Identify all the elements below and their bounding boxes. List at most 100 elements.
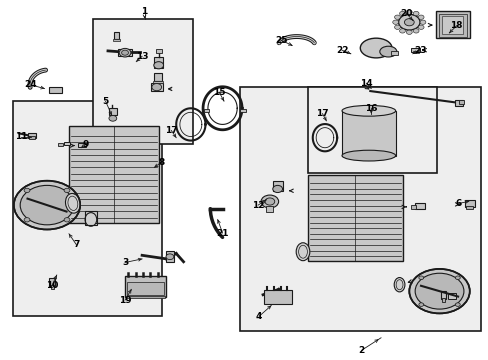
Text: 6: 6 [455,199,461,208]
Circle shape [392,20,398,24]
Ellipse shape [341,105,395,116]
Text: 1: 1 [141,7,147,16]
Ellipse shape [85,213,97,226]
Bar [435,12,469,39]
Circle shape [417,25,423,30]
Bar [13,101,161,316]
Text: 19: 19 [119,296,131,305]
Text: 16: 16 [364,104,377,113]
Bar [93,19,193,144]
Bar [441,17,463,34]
Circle shape [399,12,405,16]
Bar [114,32,119,40]
Circle shape [418,276,423,279]
Circle shape [412,12,418,16]
Circle shape [24,188,30,193]
Bar [156,49,161,53]
Text: 18: 18 [449,21,462,30]
Circle shape [454,303,459,306]
Bar [466,206,472,209]
Text: 20: 20 [399,9,412,18]
Bar [464,201,474,207]
Bar [458,100,463,104]
Ellipse shape [379,46,396,57]
Circle shape [414,273,463,309]
Text: 8: 8 [158,158,164,167]
Bar [125,276,166,297]
Ellipse shape [296,243,309,261]
Bar [272,181,282,192]
Circle shape [404,19,413,26]
Bar [153,81,163,83]
Bar [341,111,395,156]
Circle shape [454,276,459,279]
Circle shape [264,198,274,205]
Text: 25: 25 [274,36,287,45]
Text: 14: 14 [359,79,372,88]
Bar [410,205,415,209]
Bar [414,203,424,210]
Circle shape [406,30,411,35]
Bar [307,175,402,261]
Text: 23: 23 [413,46,426,55]
Ellipse shape [393,278,404,292]
Bar [49,87,61,93]
Bar [49,278,55,286]
Bar [109,108,117,116]
Bar [441,298,444,302]
Bar [239,109,246,112]
Circle shape [119,48,131,57]
Circle shape [394,25,400,30]
Text: 17: 17 [316,109,328,118]
Text: 12: 12 [251,201,264,210]
Bar [78,143,85,147]
Text: 13: 13 [136,52,148,61]
Circle shape [418,303,423,306]
Bar [84,211,97,225]
Text: 4: 4 [255,312,262,321]
Text: 7: 7 [73,240,79,249]
Circle shape [64,188,70,193]
Bar [118,49,132,56]
Ellipse shape [65,193,80,213]
Text: 15: 15 [212,87,225,96]
Bar [454,100,462,106]
Circle shape [417,15,423,19]
Bar [151,83,163,91]
Bar [64,141,70,145]
Bar [447,293,455,299]
Circle shape [398,14,419,30]
Circle shape [24,218,30,222]
Bar [266,206,273,212]
Circle shape [109,116,117,121]
Circle shape [272,185,282,193]
Bar [126,296,164,298]
Circle shape [64,218,70,222]
Circle shape [412,29,418,33]
Text: 9: 9 [82,140,89,149]
Bar [27,133,36,138]
Bar [307,87,436,173]
Text: 11: 11 [15,132,27,141]
Text: 24: 24 [24,81,37,90]
Bar [203,109,209,112]
Text: 22: 22 [335,46,347,55]
Bar [154,73,162,81]
Ellipse shape [360,38,391,58]
Bar [154,57,163,68]
Bar [113,39,120,41]
Text: 5: 5 [102,96,108,105]
Circle shape [394,15,400,19]
Circle shape [419,20,425,24]
Text: 17: 17 [165,126,177,135]
Bar [440,291,446,299]
Circle shape [20,185,74,225]
Bar [29,136,35,139]
Circle shape [152,84,161,91]
Circle shape [165,254,173,260]
Circle shape [261,195,278,208]
Circle shape [399,29,405,33]
Bar [239,87,480,330]
Circle shape [122,50,128,55]
Circle shape [408,269,469,314]
